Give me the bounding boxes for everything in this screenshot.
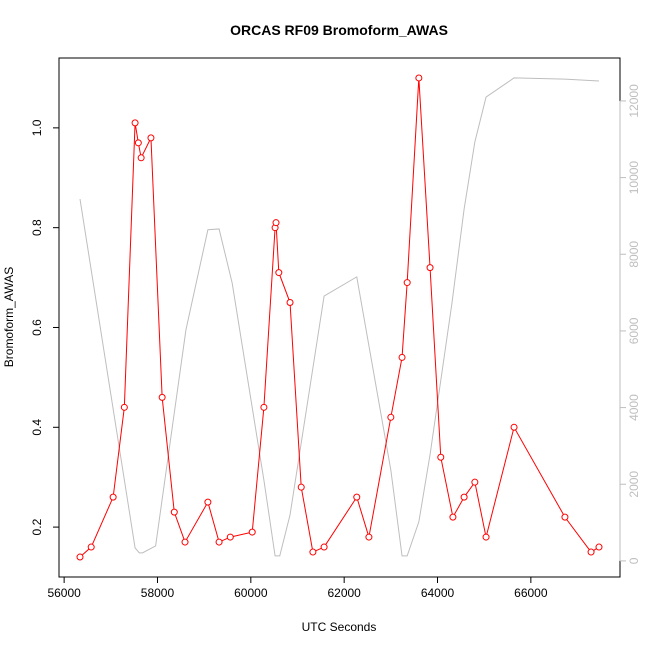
data-point bbox=[561, 513, 569, 521]
y2-tick-label: 2000 bbox=[627, 471, 641, 498]
x-tick-label: 56000 bbox=[47, 586, 81, 600]
data-point bbox=[76, 553, 84, 561]
x-tick-label: 64000 bbox=[421, 586, 455, 600]
data-point bbox=[297, 483, 305, 491]
y-tick-label: 1.0 bbox=[30, 119, 44, 136]
data-point bbox=[226, 533, 234, 541]
data-point bbox=[120, 403, 128, 411]
data-point bbox=[204, 498, 212, 506]
data-point bbox=[437, 453, 445, 461]
data-point bbox=[134, 139, 142, 147]
data-point bbox=[87, 543, 95, 551]
data-point bbox=[353, 493, 361, 501]
y-tick-label: 0.2 bbox=[30, 518, 44, 535]
data-point bbox=[510, 423, 518, 431]
data-point bbox=[248, 528, 256, 536]
data-point bbox=[320, 543, 328, 551]
data-point bbox=[449, 513, 457, 521]
data-point bbox=[272, 219, 280, 227]
data-point bbox=[387, 413, 395, 421]
y-tick-label: 0.4 bbox=[30, 419, 44, 436]
data-point bbox=[398, 353, 406, 361]
y2-tick-label: 4000 bbox=[627, 394, 641, 421]
y-axis-label: Bromoform_AWAS bbox=[2, 267, 16, 367]
data-point bbox=[260, 403, 268, 411]
data-point bbox=[460, 493, 468, 501]
data-point bbox=[309, 548, 317, 556]
y2-tick-label: 8000 bbox=[627, 241, 641, 268]
data-point bbox=[365, 533, 373, 541]
data-point bbox=[215, 538, 223, 546]
data-point bbox=[403, 279, 411, 287]
data-point bbox=[181, 538, 189, 546]
data-point bbox=[275, 269, 283, 277]
data-point bbox=[109, 493, 117, 501]
data-point bbox=[482, 533, 490, 541]
data-point bbox=[415, 74, 423, 82]
data-point bbox=[137, 154, 145, 162]
data-point bbox=[158, 393, 166, 401]
x-tick-label: 62000 bbox=[327, 586, 361, 600]
data-point bbox=[587, 548, 595, 556]
y2-tick-label: 6000 bbox=[627, 317, 641, 344]
data-point bbox=[170, 508, 178, 516]
y2-tick-label: 0 bbox=[627, 557, 641, 564]
y2-tick-label: 12000 bbox=[627, 84, 641, 118]
y2-tick-label: 10000 bbox=[627, 161, 641, 195]
x-tick-label: 60000 bbox=[234, 586, 268, 600]
y-tick-label: 0.6 bbox=[30, 319, 44, 336]
series-line bbox=[79, 77, 600, 557]
data-point bbox=[471, 478, 479, 486]
x-tick-label: 66000 bbox=[514, 586, 548, 600]
data-point bbox=[595, 543, 603, 551]
data-point bbox=[286, 299, 294, 307]
y-tick-label: 0.8 bbox=[30, 219, 44, 236]
data-point bbox=[131, 119, 139, 127]
data-point bbox=[147, 134, 155, 142]
chart-title: ORCAS RF09 Bromoform_AWAS bbox=[230, 22, 448, 38]
x-tick-label: 58000 bbox=[141, 586, 175, 600]
x-axis-label: UTC Seconds bbox=[302, 620, 377, 634]
data-point bbox=[426, 264, 434, 272]
